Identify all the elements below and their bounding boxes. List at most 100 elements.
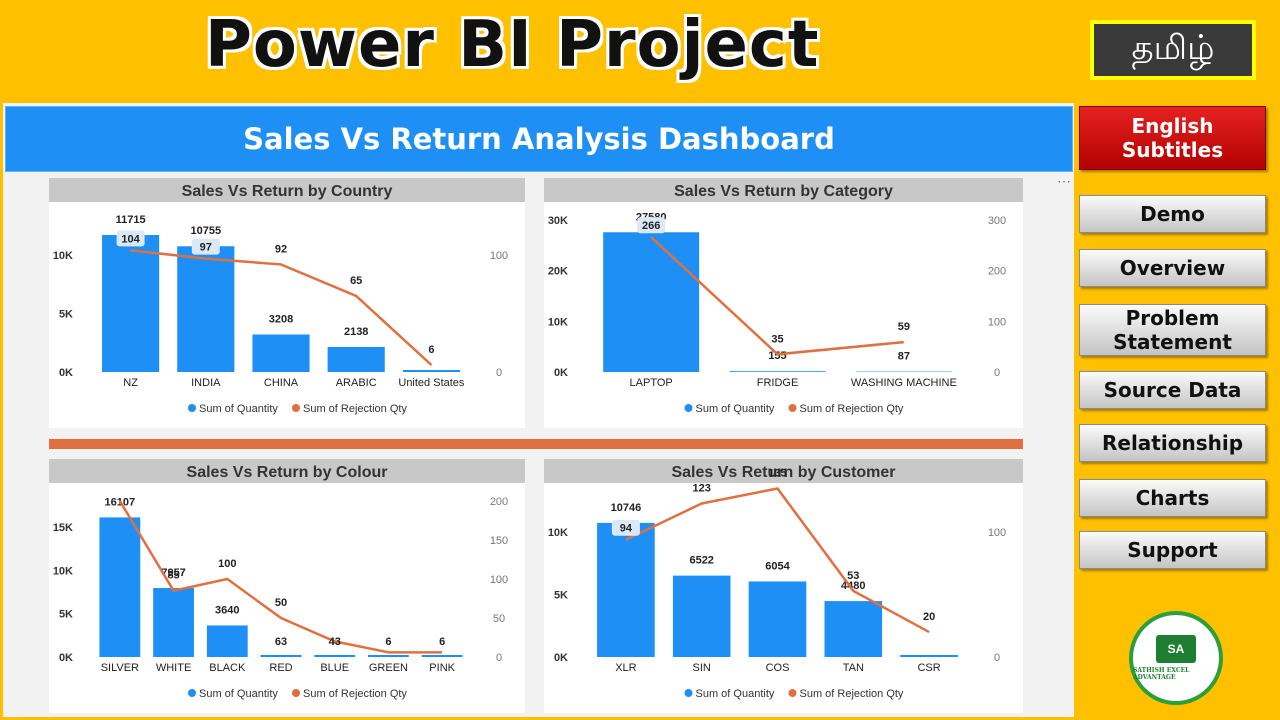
line-value-label: 135 xyxy=(768,468,786,480)
bar xyxy=(102,235,160,372)
legend-label-quantity: Sum of Quantity xyxy=(696,688,775,700)
bar-value-label: 6 xyxy=(385,636,391,648)
logo-mark: SA xyxy=(1156,635,1196,663)
bar-value-label: 10746 xyxy=(611,502,642,514)
bar-value-label: 11715 xyxy=(116,214,146,226)
bar-value-label: 6522 xyxy=(689,555,713,567)
line-value-label: 6 xyxy=(428,344,434,356)
chart-svg[interactable]: Sales Vs Return by Category 0K 10K 20K 30K 0 1… xyxy=(544,178,1023,428)
section-divider xyxy=(49,439,1023,449)
nav-relationship-button[interactable]: Relationship xyxy=(1079,424,1266,462)
nav-source-data-button[interactable]: Source Data xyxy=(1079,371,1266,409)
line-value-label: 97 xyxy=(200,242,212,254)
bar xyxy=(824,601,883,657)
y2-tick-label: 300 xyxy=(988,215,1006,227)
chart-country[interactable]: Sales Vs Return by Country 0K 5K 10K 0 100 117… xyxy=(49,178,525,428)
bar xyxy=(368,655,409,657)
chart-category[interactable]: Sales Vs Return by Category 0K 10K 20K 30K 0 1… xyxy=(544,178,1023,428)
y-tick-label: 10K xyxy=(53,250,73,262)
y-tick-label: 0K xyxy=(554,652,568,664)
nav-support-button[interactable]: Support xyxy=(1079,531,1266,569)
legend-dot-rejection xyxy=(788,689,797,697)
line-label-box xyxy=(611,519,640,536)
bar xyxy=(421,655,463,657)
chart-svg[interactable]: Sales Vs Return by Country 0K 5K 10K 0 100 117… xyxy=(49,178,525,428)
line-value-label: 104 xyxy=(121,233,140,245)
chart-title: Sales Vs Return by Category xyxy=(674,183,893,200)
y2-tick-label: 100 xyxy=(988,316,1006,328)
y2-tick-label: 200 xyxy=(490,496,508,508)
bar xyxy=(252,334,310,372)
category-label: RED xyxy=(269,662,292,674)
rejection-line xyxy=(650,236,904,356)
category-label: XLR xyxy=(615,662,636,674)
chart-title-bar xyxy=(49,459,525,483)
bar xyxy=(260,655,302,657)
line-label-box xyxy=(191,238,220,255)
legend-dot-rejection xyxy=(292,404,300,412)
nav-problem-statement-button[interactable]: Problem Statement xyxy=(1079,304,1266,356)
category-label: CSR xyxy=(917,662,940,674)
bar xyxy=(402,370,460,372)
line-value-label: 50 xyxy=(275,597,287,609)
logo-text: SATHISH EXCEL ADVANTAGE xyxy=(1133,667,1190,681)
english-subtitles-button[interactable]: English Subtitles xyxy=(1079,106,1266,170)
line-value-label: 123 xyxy=(693,482,711,494)
line-value-label: 65 xyxy=(350,275,362,287)
y-tick-label: 15K xyxy=(53,522,73,534)
line-value-label: 35 xyxy=(771,333,783,345)
line-value-label: 100 xyxy=(218,558,236,570)
legend-label-quantity: Sum of Quantity xyxy=(199,403,278,415)
chart-title: Sales Vs Return by Country xyxy=(182,183,393,200)
bar xyxy=(153,588,194,657)
legend-dot-rejection xyxy=(788,404,797,412)
line-value-label: 85 xyxy=(167,570,179,582)
category-label: BLACK xyxy=(209,662,246,674)
category-label: COS xyxy=(766,662,790,674)
category-label: GREEN xyxy=(369,662,408,674)
more-options-icon[interactable]: ⋯ xyxy=(1057,173,1072,189)
bar-value-label: 43 xyxy=(329,636,341,648)
bar xyxy=(206,625,248,657)
chart-svg[interactable]: Sales Vs Return by Colour 0K 5K 10K 15K 0 50 10… xyxy=(49,459,525,713)
banner-title: Power BI Project xyxy=(205,8,820,82)
bar-value-label: 87 xyxy=(898,351,910,363)
bar-value-label: 6054 xyxy=(765,560,790,572)
y2-tick-label: 0 xyxy=(994,652,1000,664)
category-label: SILVER xyxy=(101,662,139,674)
y-tick-label: 0K xyxy=(59,367,73,379)
bar xyxy=(900,655,958,657)
y-tick-label: 0K xyxy=(59,652,73,664)
y-tick-label: 20K xyxy=(548,266,568,278)
category-label: FRIDGE xyxy=(757,377,799,389)
dashboard-title: Sales Vs Return Analysis Dashboard xyxy=(5,106,1073,172)
category-label: NZ xyxy=(123,377,138,389)
nav-demo-button[interactable]: Demo xyxy=(1079,195,1266,233)
category-label: United States xyxy=(398,377,465,389)
brand-logo: SA SATHISH EXCEL ADVANTAGE xyxy=(1129,611,1223,705)
line-value-label: 266 xyxy=(642,220,660,232)
chart-title: Sales Vs Return by Customer xyxy=(671,464,895,481)
legend-dot-quantity xyxy=(188,689,196,697)
line-value-label: 20 xyxy=(923,611,935,623)
y-tick-label: 5K xyxy=(554,590,568,602)
bar xyxy=(748,581,807,657)
line-value-label: 92 xyxy=(275,243,287,255)
category-label: BLUE xyxy=(320,662,349,674)
line-label-box xyxy=(116,230,145,247)
bar xyxy=(672,575,731,657)
chart-svg[interactable]: Sales Vs Return by Customer 0K 5K 10K 0 100 10… xyxy=(544,459,1023,713)
y-tick-label: 0K xyxy=(554,367,568,379)
nav-overview-button[interactable]: Overview xyxy=(1079,249,1266,287)
nav-charts-button[interactable]: Charts xyxy=(1079,479,1266,517)
category-label: TAN xyxy=(843,662,864,674)
bar-value-label: 7957 xyxy=(161,567,185,579)
chart-colour[interactable]: Sales Vs Return by Colour 0K 5K 10K 15K 0 50 10… xyxy=(49,459,525,713)
legend-label-rejection: Sum of Rejection Qty xyxy=(800,688,904,700)
bar-value-label: 155 xyxy=(768,350,786,362)
top-banner: Power BI Project தமிழ் xyxy=(0,0,1280,100)
legend-label-rejection: Sum of Rejection Qty xyxy=(303,688,407,700)
side-navigation: English Subtitles Demo Overview Problem … xyxy=(1076,103,1276,717)
line-label-box xyxy=(637,217,666,234)
chart-customer[interactable]: Sales Vs Return by Customer 0K 5K 10K 0 100 10… xyxy=(544,459,1023,713)
